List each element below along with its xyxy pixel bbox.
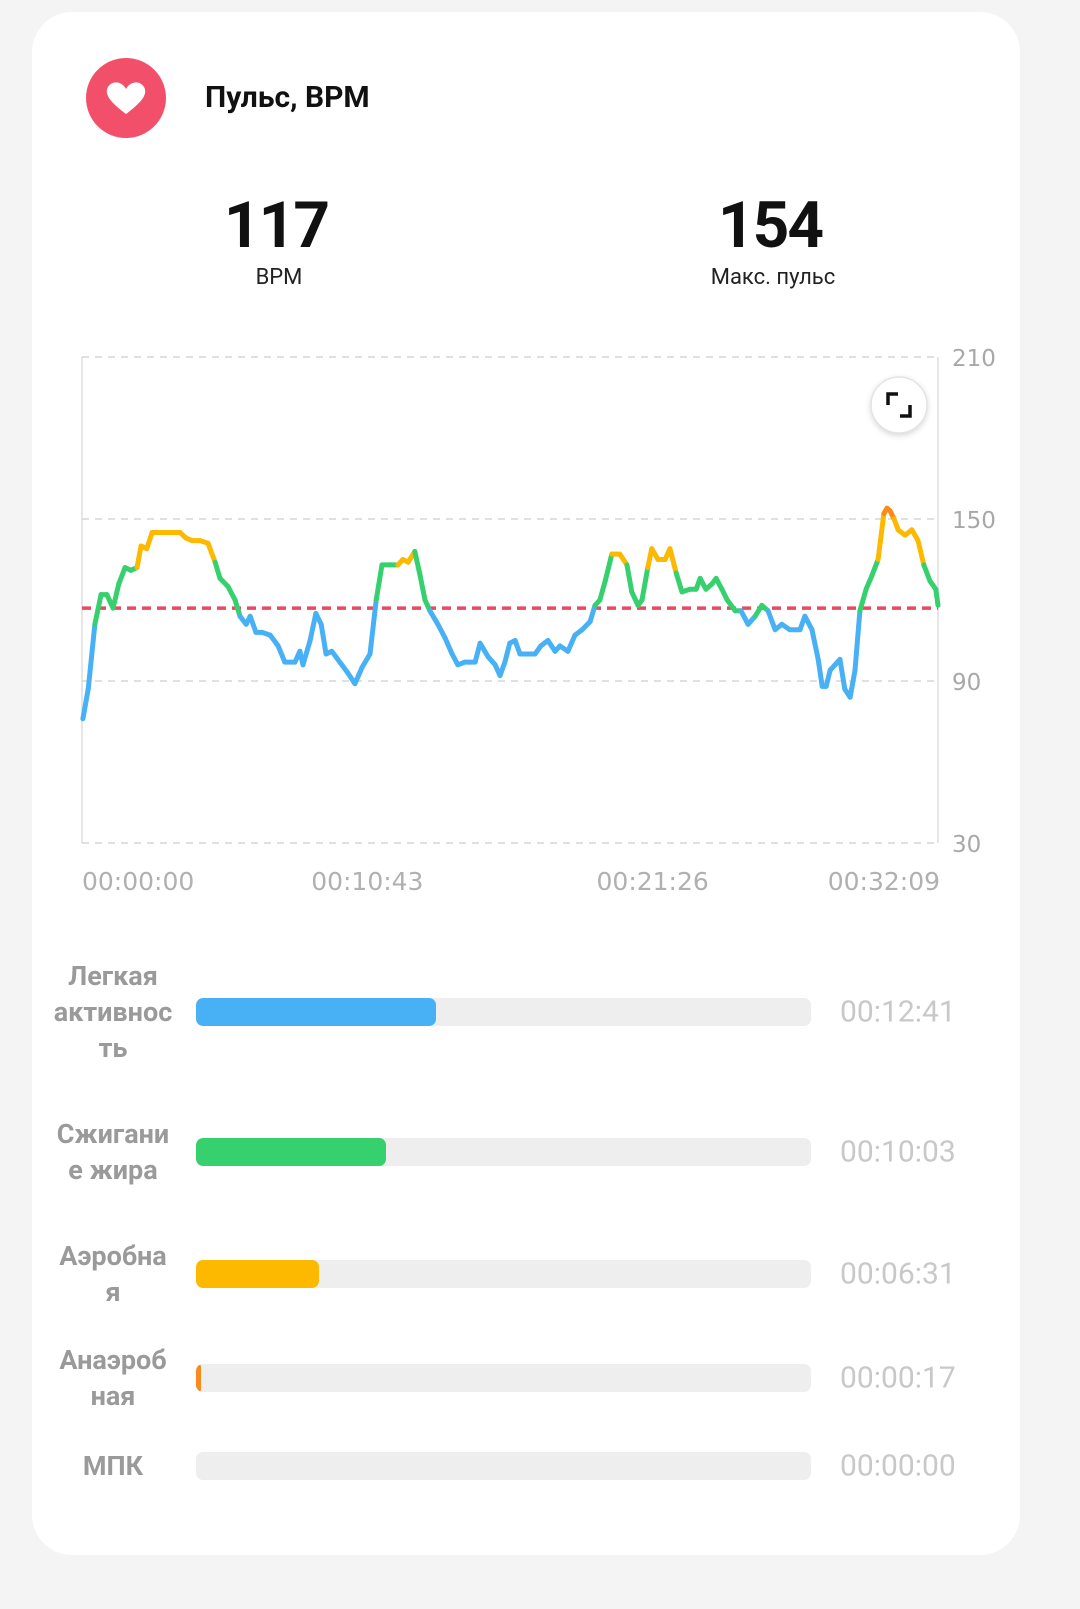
zone-time: 00:00:00 [840,1448,956,1484]
heart-rate-segment [435,621,448,641]
zone-label: Легкая активность [53,960,173,1064]
heart-rate-segment [933,586,941,608]
heart-rate-segment [809,627,821,662]
stat-value: 117 [223,188,330,263]
zone-bar [196,1260,320,1288]
heart-rate-segment [373,562,385,603]
heart-rate-segment [602,551,615,584]
heart-rate-segment [837,656,848,692]
y-tick-label: 30 [952,832,981,858]
zone-label: МПК [82,1450,144,1482]
zone-label: Сжигание жира [56,1118,170,1186]
expand-button[interactable] [870,376,928,434]
y-tick-label: 150 [952,508,996,534]
heart-rate-segment [915,538,927,568]
zone-label: Анаэробная [59,1344,167,1412]
zone-track [196,1452,811,1480]
heart-rate-segment [144,530,155,552]
chart: 30 90 150 210 00:00:00 00:10:43 00:21:26 00:32:… [80,58,996,896]
heart-rate-segment [417,573,428,603]
heart-rate-segment [116,565,128,587]
heart-rate-segment [639,565,651,603]
zone-track [196,1138,811,1166]
heart-rate-segment [847,667,858,700]
zone-bar [196,1364,202,1392]
stat-label: Макс. пульс [710,265,836,290]
heart-rate-segment [442,635,455,657]
heart-rate-segment [359,651,373,670]
title: Пульс, BPM [205,80,370,115]
zone-track [196,998,811,1026]
heart-rate-segment [307,611,319,643]
heart-rate-segment [802,613,815,633]
y-tick-label: 90 [952,670,981,696]
x-tick-label: 00:00:00 [82,867,194,896]
heart-icon [106,82,146,114]
x-tick-label: 00:10:43 [311,867,423,896]
x-tick-label: 00:32:09 [828,867,940,896]
heart-rate-segment [673,570,685,595]
stat-label: BPM [255,265,303,290]
heart-rate-segment [85,621,98,692]
heart-rate-segment [565,632,578,654]
heart-rate-segment [587,602,598,625]
heart-rate-segment [667,546,679,576]
heart-rate-segment [869,557,881,579]
zone-track [196,1364,811,1392]
zone-time: 00:10:03 [840,1134,956,1170]
heart-rate-segment [367,597,379,657]
heart-rate-segment [857,586,869,614]
heart-rate-segment [247,613,259,635]
zone-bar [196,1138,387,1166]
heart-rate-segment [300,638,313,668]
zone-label: Аэробная [59,1240,167,1308]
heart-rate-segment [205,540,218,565]
zone-bar [196,998,436,1026]
heart-rate-segment [225,584,238,603]
y-tick-label: 210 [952,346,996,372]
heart-rate-segment [502,640,513,665]
expand-icon[interactable] [886,392,912,418]
heart-rate-segment [92,592,104,627]
heart-rate-segment [875,511,887,562]
zone-track [196,1260,811,1288]
zone-time: 00:00:17 [840,1360,956,1396]
x-tick-label: 00:21:26 [597,867,709,896]
heart-rate-segment [412,548,423,579]
expand-button-bg[interactable] [870,376,928,434]
zone-time: 00:06:31 [840,1256,956,1292]
heart-rate-segment [815,656,825,689]
card [32,12,1020,1555]
heart-rate-segment [232,597,243,619]
heart-rate-segment [624,562,635,595]
heart-rate-segment [212,559,223,581]
heart-rate-segment [427,608,441,627]
stat-value: 154 [717,188,824,263]
heart-rate-segment [477,640,491,660]
heart-rate-segment [275,643,288,665]
heart-rate-segment [765,608,778,633]
heart-rate-segment [110,581,122,611]
heart-rate-segment [318,621,329,657]
heart-rate-segment [823,667,833,689]
heart-rate-segment [597,578,608,603]
zone-time: 00:12:41 [840,994,956,1030]
heart-rate-segment [852,608,863,673]
heart-rate-segment [80,686,91,722]
heart-rate-segment [921,562,933,584]
heart-rate-segment [134,543,144,571]
heart-rate-segment [352,665,365,687]
